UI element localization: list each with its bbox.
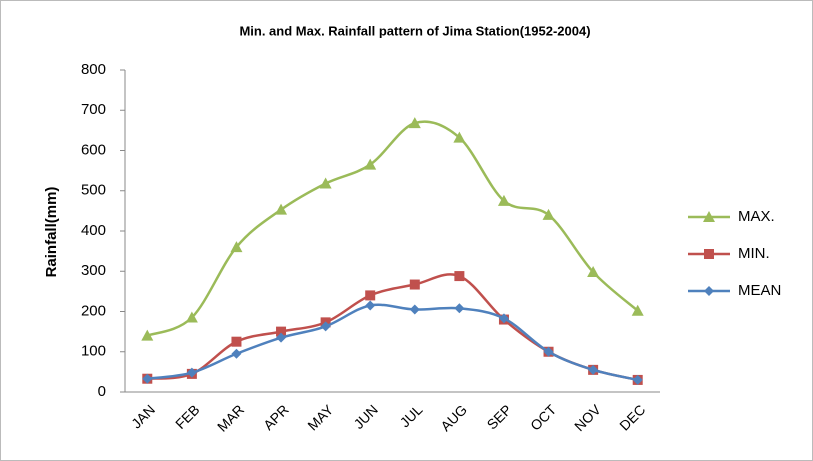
marker <box>320 321 331 332</box>
marker <box>497 194 510 206</box>
y-tick-label: 100 <box>81 343 106 360</box>
chart-title: Min. and Max. Rainfall pattern of Jima S… <box>239 23 590 38</box>
legend-marker <box>704 249 714 259</box>
marker <box>142 373 153 384</box>
marker <box>498 313 509 324</box>
y-axis-label: Rainfall(mm) <box>43 187 60 278</box>
marker <box>364 158 377 170</box>
marker <box>276 326 287 337</box>
legend-marker <box>704 286 714 296</box>
marker <box>275 203 288 215</box>
marker <box>409 279 420 290</box>
marker <box>409 304 420 315</box>
marker <box>542 208 555 220</box>
marker <box>141 329 154 341</box>
marker <box>276 332 287 343</box>
marker <box>543 346 554 357</box>
legend-label: MAX. <box>738 208 775 225</box>
legend-label: MIN. <box>738 245 770 262</box>
marker <box>319 177 332 189</box>
marker <box>186 367 197 378</box>
marker <box>587 266 600 278</box>
marker <box>231 348 242 359</box>
marker <box>230 241 243 253</box>
y-tick-label: 400 <box>81 222 106 239</box>
y-tick-label: 700 <box>81 101 106 118</box>
legend-marker <box>703 211 715 222</box>
marker <box>454 303 465 314</box>
y-tick-label: 200 <box>81 302 106 319</box>
y-tick-label: 300 <box>81 262 106 279</box>
series-line <box>147 303 638 382</box>
marker <box>588 364 599 375</box>
y-tick-label: 500 <box>81 182 106 199</box>
legend-label: MEAN <box>738 282 781 299</box>
marker <box>231 336 242 347</box>
y-tick-label: 0 <box>98 383 106 400</box>
y-tick-label: 800 <box>81 61 106 78</box>
marker <box>365 300 376 311</box>
marker <box>365 290 376 301</box>
marker <box>453 131 466 143</box>
marker <box>408 117 421 129</box>
marker <box>185 311 198 323</box>
marker <box>454 271 465 282</box>
marker <box>631 304 644 316</box>
marker <box>632 374 643 385</box>
y-tick-label: 600 <box>81 141 106 158</box>
